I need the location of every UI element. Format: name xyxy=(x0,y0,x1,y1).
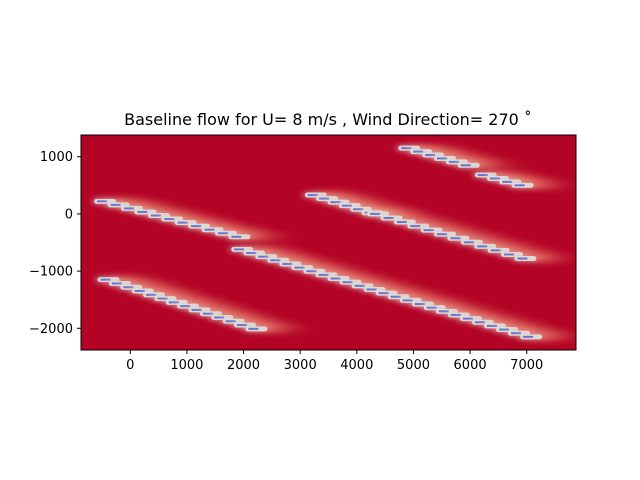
turbine-wake xyxy=(517,332,576,342)
x-tick-label: 5000 xyxy=(397,358,430,373)
plot-area xyxy=(80,134,577,351)
x-tick-label: 2000 xyxy=(227,358,260,373)
y-axis: −2000 −1000 0 1000 xyxy=(29,150,81,337)
chart-title: Baseline flow for U= 8 m/s , Wind Direct… xyxy=(124,110,532,129)
turbine-wake xyxy=(511,254,576,264)
turbine-wake xyxy=(454,160,538,170)
x-tick-label: 6000 xyxy=(454,358,487,373)
x-axis: 0 1000 2000 3000 4000 5000 6000 7000 xyxy=(126,350,543,373)
y-tick-label: −2000 xyxy=(29,322,73,337)
y-tick-label: 1000 xyxy=(40,150,73,165)
x-tick-label: 0 xyxy=(126,358,134,373)
axes-frame xyxy=(80,134,577,351)
x-tick-label: 4000 xyxy=(340,358,373,373)
wake-layer xyxy=(91,143,576,342)
x-tick-label: 1000 xyxy=(170,358,203,373)
x-tick-label: 7000 xyxy=(510,358,543,373)
turbine-wake xyxy=(242,324,326,334)
x-tick-label: 3000 xyxy=(284,358,317,373)
y-tick-label: 0 xyxy=(65,207,73,222)
y-tick-label: −1000 xyxy=(29,265,73,280)
turbine-wake xyxy=(508,180,576,190)
turbine-wake xyxy=(225,232,309,242)
